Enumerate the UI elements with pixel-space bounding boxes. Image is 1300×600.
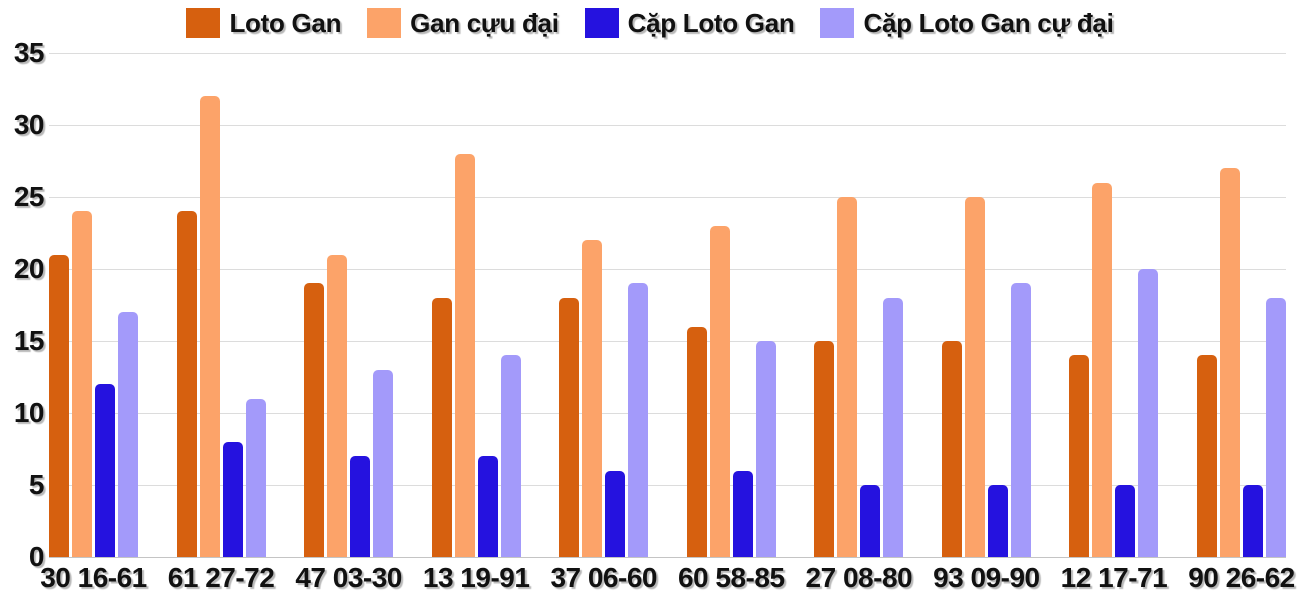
x-tick-label: 93 09-90 <box>933 562 1040 593</box>
bar-loto-gan[interactable] <box>814 341 835 557</box>
legend-item-loto-gan[interactable]: Loto Gan <box>186 8 341 38</box>
legend-label: Gan cựu đại <box>410 8 559 38</box>
gridline <box>49 53 1286 54</box>
legend-item-cap-loto-gan-cu-ai[interactable]: Cặp Loto Gan cự đại <box>820 8 1114 38</box>
bar-gan-cuu-ai[interactable] <box>964 197 985 557</box>
y-tick-label: 30 <box>13 109 45 140</box>
x-tick-label: 30 16-61 <box>40 562 147 593</box>
x-tick-label: 60 58-85 <box>677 562 785 593</box>
gridline <box>49 341 1286 342</box>
bar-gan-cuu-ai[interactable] <box>837 197 858 557</box>
legend-swatch-icon <box>186 8 221 38</box>
y-tick-label: 35 <box>13 37 45 68</box>
bar-gan-cuu-ai[interactable] <box>709 225 730 557</box>
legend-item-gan-cuu-ai[interactable]: Gan cựu đại <box>367 8 559 38</box>
bar-cap-loto-gan-cu-ai[interactable] <box>1138 269 1159 557</box>
legend-swatch-icon <box>820 8 855 38</box>
legend-label: Cặp Loto Gan cự đại <box>863 8 1114 38</box>
bar-loto-gan[interactable] <box>686 326 707 557</box>
bar-cap-loto-gan[interactable] <box>95 384 115 557</box>
x-tick-label: 61 27-72 <box>167 562 275 593</box>
bar-cap-loto-gan[interactable] <box>350 456 371 557</box>
bar-cap-loto-gan[interactable] <box>1243 485 1263 557</box>
bar-cap-loto-gan[interactable] <box>1115 485 1136 557</box>
y-tick-label: 25 <box>13 181 45 212</box>
bar-cap-loto-gan-cu-ai[interactable] <box>245 398 266 557</box>
bar-cap-loto-gan-cu-ai[interactable] <box>628 283 649 557</box>
bar-loto-gan[interactable] <box>941 341 962 557</box>
legend-item-cap-loto-gan[interactable]: Cặp Loto Gan <box>584 8 795 38</box>
legend-swatch-icon <box>584 8 619 38</box>
x-axis-baseline <box>49 557 1286 558</box>
y-tick-label: 20 <box>13 253 45 284</box>
bar-cap-loto-gan[interactable] <box>987 485 1008 557</box>
legend-label: Cặp Loto Gan <box>627 8 795 38</box>
gridline <box>49 197 1286 198</box>
bar-cap-loto-gan-cu-ai[interactable] <box>883 297 904 557</box>
y-tick-label: 15 <box>13 325 45 356</box>
bar-cap-loto-gan[interactable] <box>222 441 243 557</box>
x-tick-label: 27 08-80 <box>805 562 913 593</box>
gridline <box>49 269 1286 270</box>
bar-cap-loto-gan-cu-ai[interactable] <box>500 355 521 557</box>
x-tick-label: 12 17-71 <box>1060 562 1168 593</box>
bar-gan-cuu-ai[interactable] <box>582 240 603 557</box>
bar-cap-loto-gan[interactable] <box>605 470 626 557</box>
bar-loto-gan[interactable] <box>1197 355 1217 557</box>
gridline <box>49 413 1286 414</box>
bar-cap-loto-gan-cu-ai[interactable] <box>755 341 776 557</box>
bar-gan-cuu-ai[interactable] <box>454 153 475 557</box>
bar-cap-loto-gan-cu-ai[interactable] <box>1266 297 1286 557</box>
x-tick-label: 47 03-30 <box>295 562 402 593</box>
bar-gan-cuu-ai[interactable] <box>327 254 348 557</box>
legend-swatch-icon <box>367 8 402 38</box>
bar-loto-gan[interactable] <box>1069 355 1090 557</box>
x-tick-label: 90 26-62 <box>1188 562 1295 593</box>
bar-loto-gan[interactable] <box>431 297 452 557</box>
bar-gan-cuu-ai[interactable] <box>72 211 92 557</box>
x-tick-label: 13 19-91 <box>422 562 530 593</box>
gridline <box>49 125 1286 126</box>
y-tick-label: 10 <box>13 397 45 428</box>
bar-cap-loto-gan[interactable] <box>732 470 753 557</box>
bar-cap-loto-gan-cu-ai[interactable] <box>118 312 138 557</box>
x-tick-label: 37 06-60 <box>550 562 657 593</box>
bar-loto-gan[interactable] <box>304 283 325 557</box>
bar-gan-cuu-ai[interactable] <box>199 96 220 557</box>
bar-gan-cuu-ai[interactable] <box>1092 182 1113 557</box>
bar-cap-loto-gan-cu-ai[interactable] <box>373 369 394 557</box>
chart-legend: Loto Gan Gan cựu đại Cặp Loto Gan Cặp Loto … <box>0 8 1300 38</box>
bar-cap-loto-gan[interactable] <box>860 485 881 557</box>
gridline <box>49 485 1286 486</box>
bar-loto-gan[interactable] <box>559 297 580 557</box>
legend-label: Loto Gan <box>229 8 342 38</box>
bar-loto-gan[interactable] <box>176 211 197 557</box>
bar-cap-loto-gan-cu-ai[interactable] <box>1010 283 1031 557</box>
bar-cap-loto-gan[interactable] <box>477 456 498 557</box>
bar-gan-cuu-ai[interactable] <box>1220 168 1240 557</box>
y-tick-label: 0 <box>28 541 45 572</box>
plot-area <box>49 53 1286 558</box>
y-tick-label: 5 <box>28 469 45 500</box>
bar-loto-gan[interactable] <box>49 254 69 557</box>
